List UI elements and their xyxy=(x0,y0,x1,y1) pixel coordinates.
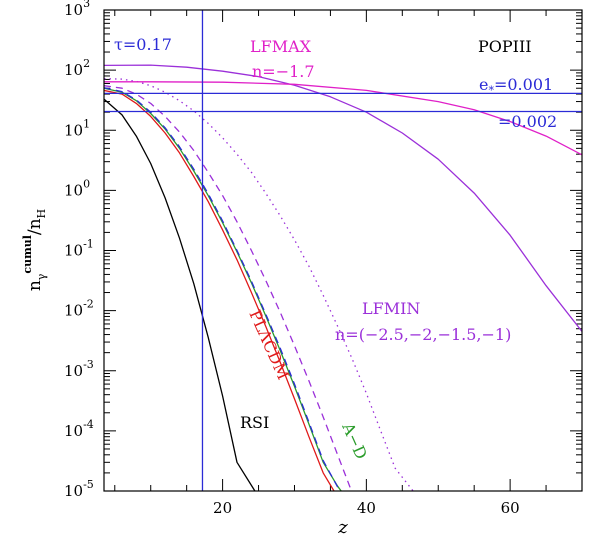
y-tick-label: 10-2 xyxy=(64,298,94,320)
y-tick-label: 10-1 xyxy=(64,238,94,260)
svg-text:nγcumul/nH: nγcumul/nH xyxy=(21,209,48,291)
y-axis-title-denom: n xyxy=(25,218,45,229)
y-tick-label: 10-4 xyxy=(64,418,94,440)
y-tick-label: 10-3 xyxy=(64,358,94,380)
series-line-placdm xyxy=(104,89,335,491)
y-axis-title-denom-sub: H xyxy=(35,209,48,219)
y-tick-label: 10-5 xyxy=(64,478,94,500)
y-tick-label: 101 xyxy=(64,117,90,139)
y-axis-title-sup: cumul xyxy=(21,235,34,274)
plot-frame xyxy=(103,9,583,492)
reference-lines xyxy=(104,10,582,491)
series-line-lfmin_dot xyxy=(104,78,414,491)
y-axis-title-sep: / xyxy=(25,229,45,235)
y-tick-label: 103 xyxy=(64,0,90,19)
estar-label: e*=0.001 xyxy=(479,75,553,97)
x-axis-title: z xyxy=(337,517,348,538)
series-line-ad_dash xyxy=(104,87,341,491)
x-tick-label: 20 xyxy=(213,499,232,517)
y-axis-title-n: n xyxy=(25,280,45,291)
ad-label: A−D xyxy=(338,419,371,462)
x-tick-label: 40 xyxy=(357,499,376,517)
y-axis-title: nγcumul/nH xyxy=(21,209,48,291)
series-line-lfmin_dash xyxy=(104,85,354,491)
axis-ticks xyxy=(104,9,583,492)
series-line-popiii_low xyxy=(104,64,582,332)
lfmin-label: LFMIN xyxy=(362,299,420,318)
series-line-rsi xyxy=(104,98,256,491)
series-line-ad xyxy=(104,87,342,491)
y-tick-label: 102 xyxy=(64,57,90,79)
estar2-label: =0.002 xyxy=(498,112,557,131)
lfmin-n-label: n=(−2.5,−2,−1.5,−1) xyxy=(335,325,511,344)
tick-labels: 20 40 60 103 102 101 100 10-1 10-2 10-3 10-4 10-5 xyxy=(64,0,520,517)
rsi-label: RSI xyxy=(240,413,269,432)
y-axis-title-sub: γ xyxy=(35,273,48,280)
popiii-label: POPIII xyxy=(478,37,532,56)
x-tick-label: 60 xyxy=(501,499,520,517)
series-line-popiii_high xyxy=(104,81,582,156)
tau-label: τ=0.17 xyxy=(114,35,172,54)
lfmax-n-label: n=−1.7 xyxy=(252,62,315,81)
y-tick-label: 100 xyxy=(64,177,90,199)
placdm-label: PLΛCDM xyxy=(245,307,293,383)
lfmax-label: LFMAX xyxy=(250,37,312,56)
